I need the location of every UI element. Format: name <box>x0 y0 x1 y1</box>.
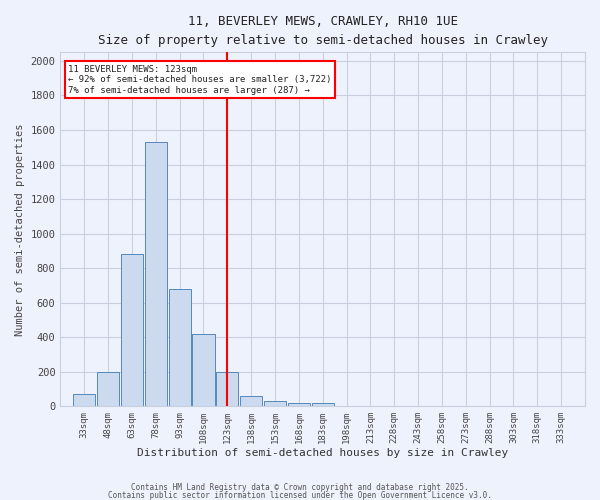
Bar <box>216 372 238 406</box>
Text: 11 BEVERLEY MEWS: 123sqm
← 92% of semi-detached houses are smaller (3,722)
7% of: 11 BEVERLEY MEWS: 123sqm ← 92% of semi-d… <box>68 64 332 94</box>
Bar <box>240 396 262 406</box>
Bar <box>193 334 215 406</box>
Bar <box>97 372 119 406</box>
Bar <box>121 254 143 406</box>
Bar <box>288 403 310 406</box>
Bar <box>169 289 191 406</box>
Bar <box>264 401 286 406</box>
Title: 11, BEVERLEY MEWS, CRAWLEY, RH10 1UE
Size of property relative to semi-detached : 11, BEVERLEY MEWS, CRAWLEY, RH10 1UE Siz… <box>98 15 548 47</box>
Text: Contains public sector information licensed under the Open Government Licence v3: Contains public sector information licen… <box>108 490 492 500</box>
Bar <box>311 403 334 406</box>
X-axis label: Distribution of semi-detached houses by size in Crawley: Distribution of semi-detached houses by … <box>137 448 508 458</box>
Text: Contains HM Land Registry data © Crown copyright and database right 2025.: Contains HM Land Registry data © Crown c… <box>131 484 469 492</box>
Bar <box>73 394 95 406</box>
Y-axis label: Number of semi-detached properties: Number of semi-detached properties <box>15 123 25 336</box>
Bar <box>145 142 167 406</box>
